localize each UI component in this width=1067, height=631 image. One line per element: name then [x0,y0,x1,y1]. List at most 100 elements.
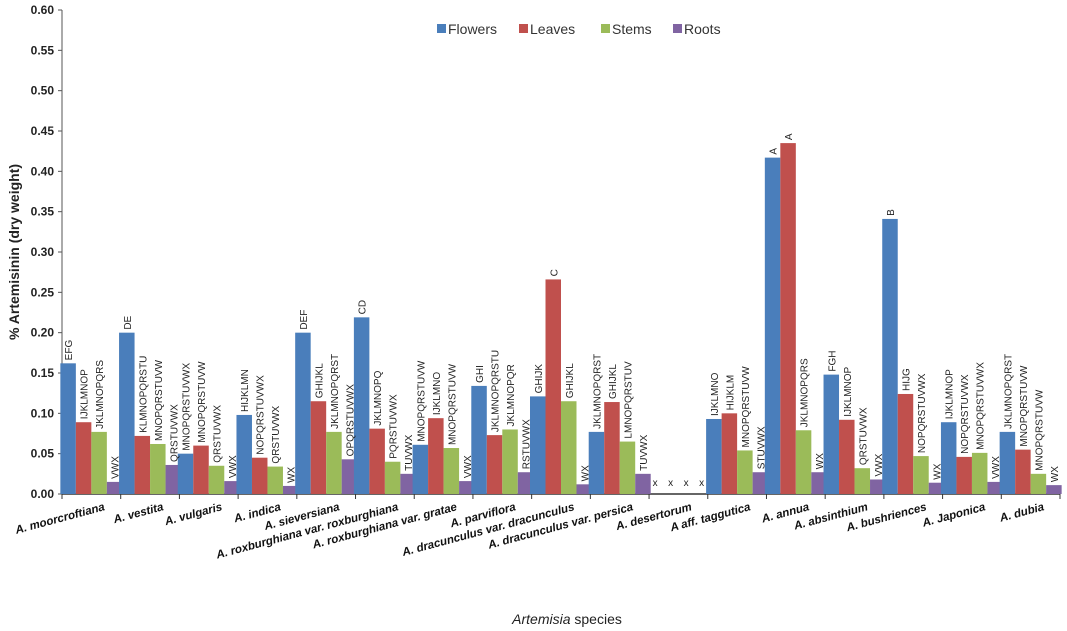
y-tick-label: 0.30 [31,245,55,259]
significance-label: WX [815,453,826,469]
bar-leaves [721,413,738,494]
significance-labels: EFG IJKLMNOP JKLMNOPQRS VWX DE KLMNOPQRSTU MNO… [64,133,1061,489]
bar-roots [400,473,416,494]
significance-label: WX [1050,466,1061,482]
y-tick-label: 0.20 [31,326,55,340]
bar-roots [106,481,123,494]
legend-label: Roots [684,21,721,37]
y-tick-label: 0.05 [31,447,55,461]
bar-flowers [882,218,898,494]
significance-label: IJKLMNO [710,372,721,416]
significance-label: x [668,478,673,489]
significance-label: MNOPQRSTUVW [197,361,208,443]
bar-leaves [310,401,327,494]
y-tick-label: 0.10 [31,406,55,420]
bar-stems [913,456,929,494]
bar-flowers [471,385,487,494]
x-axis-title-italic: Artemisia [511,611,571,627]
y-tick-label: 0.25 [31,285,55,299]
bar-flowers [236,414,252,494]
bar-stems [561,401,577,494]
significance-label: NOPQRSTUVWX [256,375,267,455]
bar-leaves [956,456,972,494]
category-label: A. vestita [111,501,165,526]
bar-stems [208,465,225,494]
bar-flowers [353,317,370,494]
significance-label: QRSTUVWX [271,405,282,463]
significance-label: C [549,269,560,276]
y-tick-label: 0.40 [31,164,55,178]
bar-flowers [764,157,781,494]
x-axis-title: Artemisia species [511,611,622,627]
bar-stems [502,429,518,494]
significance-label: HIJG [901,368,912,391]
bar-roots [811,472,827,494]
legend-label: Stems [612,21,652,37]
significance-label: HIJKLM [725,375,736,411]
significance-label: GHI [475,365,486,383]
significance-label: VWX [874,453,885,476]
bar-roots [224,481,240,494]
significance-label: TUVWX [404,434,415,470]
bars [60,143,1062,494]
legend-swatch-flowers [437,24,446,33]
significance-label: VWX [463,455,474,478]
significance-label: MNOPQRSTUVW [447,363,458,445]
significance-label: x [699,478,704,489]
y-axis: 0.00 0.05 0.10 0.15 0.20 0.25 0.30 0.35 0.40 0.45… [31,3,63,501]
bar-leaves [604,402,620,494]
bar-roots [282,485,299,494]
significance-label: TUVWX [639,434,650,470]
bar-roots [928,482,945,494]
legend: Flowers Leaves Stems Roots [437,21,721,37]
bar-stems [91,431,107,494]
bar-flowers [940,422,957,494]
legend-swatch-roots [673,24,682,33]
significance-label: x [653,478,658,489]
bar-leaves [251,457,268,494]
significance-label: QRSTUVWX [858,407,869,465]
significance-label: MNOPQRSTUVW [154,359,165,441]
significance-label: MNOPQRSTUVW [741,366,752,448]
y-tick-label: 0.50 [31,84,55,98]
significance-label: RSTUVWX [522,419,533,469]
bar-stems [326,431,342,494]
bar-leaves [134,435,151,494]
significance-label: B [886,209,897,216]
significance-label: GHIJKL [565,363,576,398]
significance-label: IJKLMNOP [80,369,91,419]
category-label: A. moorcroftiana [13,501,107,537]
bar-leaves [1015,449,1031,494]
bar-roots [165,464,182,494]
bar-leaves [545,279,561,494]
significance-label: JKLMNOPQ [373,370,384,425]
y-axis-title: % Artemisinin (dry weight) [6,164,22,340]
significance-label: JKLMNOPQR [506,364,517,426]
bar-leaves [839,419,855,494]
significance-label: IJKLMNOP [945,369,956,419]
bar-stems [443,448,460,494]
significance-label: VWX [991,456,1002,479]
significance-label: EFG [64,340,75,361]
significance-label: x [684,478,689,489]
bar-flowers [412,444,429,494]
significance-label: JKLMNOPQRSTU [491,350,502,432]
bar-leaves [369,428,385,494]
y-tick-label: 0.55 [31,43,55,57]
significance-label: WX [932,463,943,479]
significance-label: HIJKLMN [240,369,251,412]
significance-label: JKLMNOPQRS [800,358,811,427]
significance-label: KLMNOPQRSTU [138,356,149,433]
bar-flowers [119,332,135,494]
bar-roots [576,484,592,494]
significance-label: JKLMNOPQRST [592,354,603,429]
bar-flowers [295,332,311,494]
bar-leaves [428,418,444,494]
bar-leaves [897,393,914,494]
significance-label: QRSTUVWX [169,404,180,462]
significance-label: MNOPQRSTUVW [416,360,427,442]
bar-roots [341,459,358,494]
significance-label: WX [287,466,298,482]
